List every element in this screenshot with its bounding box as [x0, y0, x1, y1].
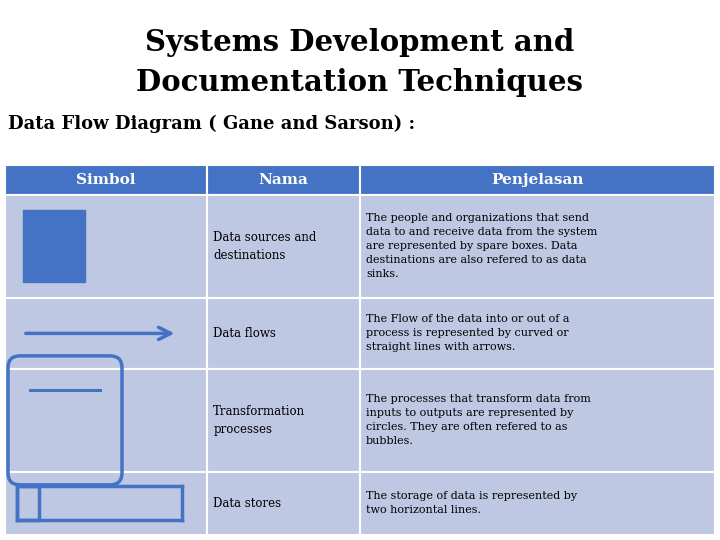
Text: The storage of data is represented by
two horizontal lines.: The storage of data is represented by tw…	[366, 491, 577, 515]
Bar	[207, 369, 360, 472]
Bar	[207, 165, 360, 195]
Text: Transformation
processes: Transformation processes	[213, 405, 305, 436]
Text: The Flow of the data into or out of a
process is represented by curved or
straig: The Flow of the data into or out of a pr…	[366, 314, 570, 353]
Text: Documentation Techniques: Documentation Techniques	[137, 68, 583, 97]
Bar	[23, 211, 85, 282]
Text: Data Flow Diagram ( Gane and Sarson) :: Data Flow Diagram ( Gane and Sarson) :	[8, 115, 415, 133]
Text: Nama: Nama	[258, 173, 309, 187]
Bar	[5, 195, 207, 298]
Bar	[5, 298, 207, 369]
Bar	[360, 165, 715, 195]
Text: The people and organizations that send
data to and receive data from the system
: The people and organizations that send d…	[366, 213, 598, 279]
Text: Simbol: Simbol	[76, 173, 136, 187]
Text: Penjelasan: Penjelasan	[491, 173, 584, 187]
Bar	[360, 472, 715, 535]
Bar	[17, 487, 39, 521]
Text: Data stores: Data stores	[213, 497, 282, 510]
Bar	[207, 472, 360, 535]
Bar	[360, 369, 715, 472]
Text: Data flows: Data flows	[213, 327, 276, 340]
Text: The processes that transform data from
inputs to outputs are represented by
circ: The processes that transform data from i…	[366, 394, 591, 447]
Bar	[360, 195, 715, 298]
Text: Data sources and
destinations: Data sources and destinations	[213, 231, 317, 262]
Bar	[5, 165, 207, 195]
Bar	[360, 298, 715, 369]
Bar	[207, 298, 360, 369]
Bar	[5, 369, 207, 472]
Bar	[5, 472, 207, 535]
Text: Systems Development and: Systems Development and	[145, 28, 575, 57]
Bar	[207, 195, 360, 298]
